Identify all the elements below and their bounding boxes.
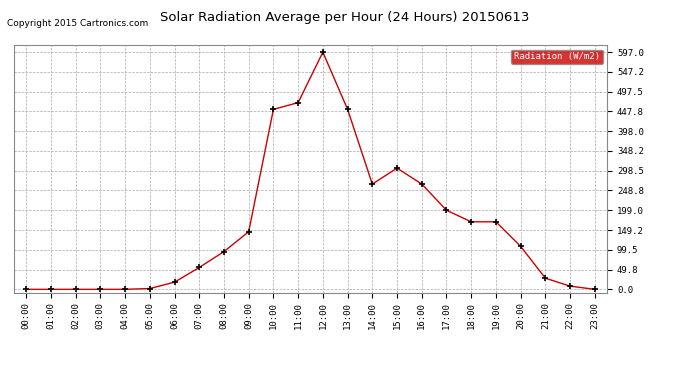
- Text: Copyright 2015 Cartronics.com: Copyright 2015 Cartronics.com: [7, 19, 148, 28]
- Legend: Radiation (W/m2): Radiation (W/m2): [511, 50, 602, 64]
- Text: Solar Radiation Average per Hour (24 Hours) 20150613: Solar Radiation Average per Hour (24 Hou…: [160, 11, 530, 24]
